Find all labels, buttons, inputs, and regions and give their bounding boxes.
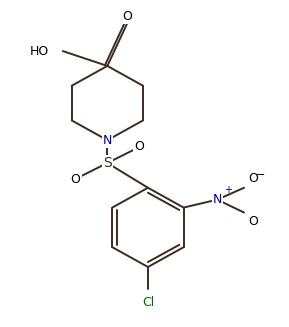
Text: O: O <box>134 140 144 153</box>
Text: N: N <box>103 134 112 147</box>
Text: O: O <box>122 10 132 23</box>
Text: +: + <box>224 185 232 195</box>
Text: O: O <box>248 215 258 229</box>
Text: −: − <box>256 170 265 180</box>
Text: O: O <box>248 172 258 185</box>
Text: HO: HO <box>30 44 49 58</box>
Text: Cl: Cl <box>142 296 154 309</box>
Text: S: S <box>103 156 112 170</box>
Text: O: O <box>71 173 81 186</box>
Text: N: N <box>213 193 222 206</box>
